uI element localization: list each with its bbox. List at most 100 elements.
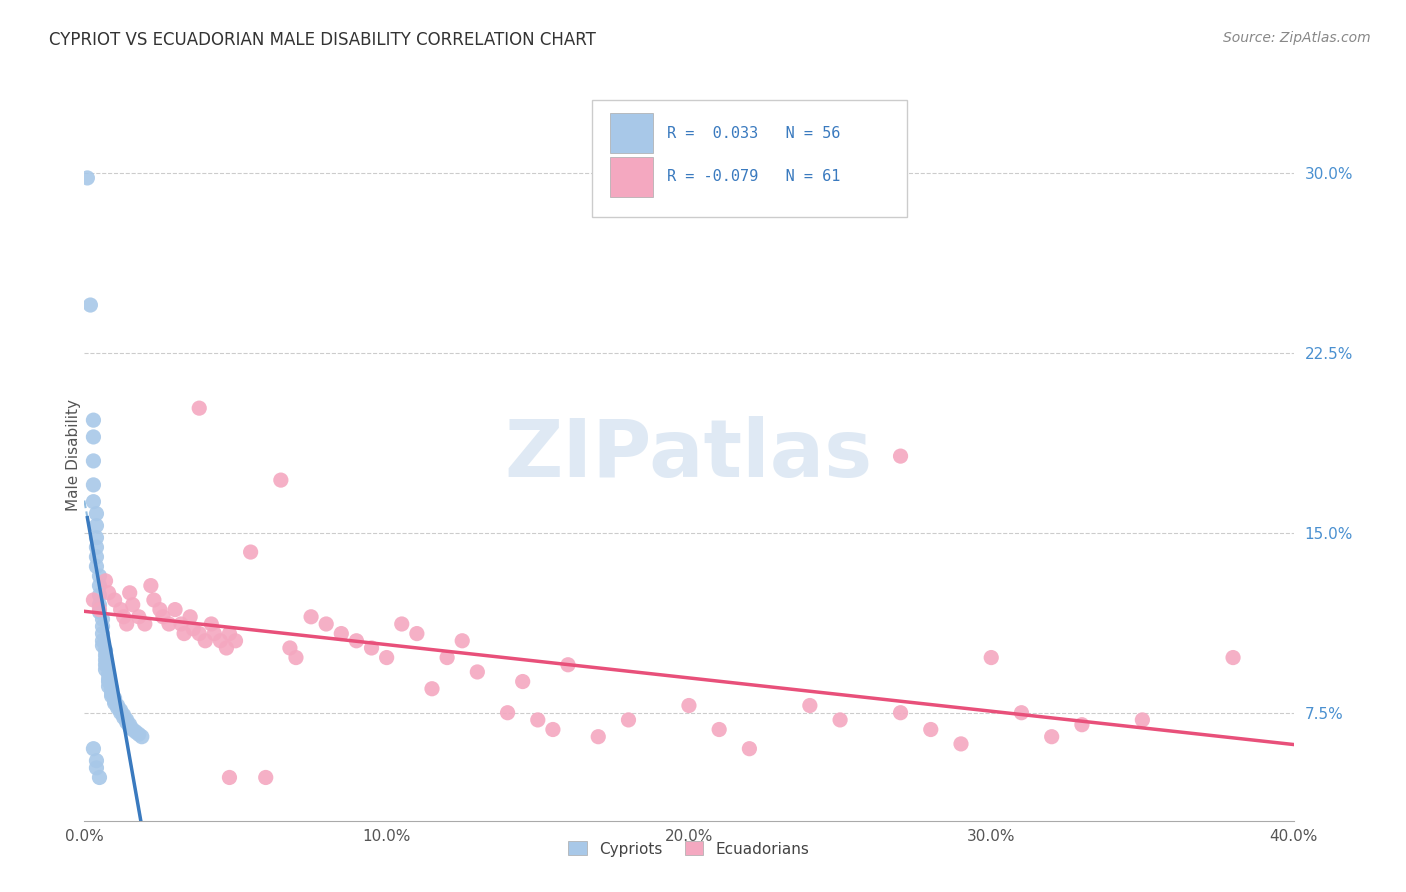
Point — [278, 640, 301, 655]
Point — [104, 696, 127, 710]
Point — [89, 771, 111, 785]
Point — [890, 706, 912, 720]
Point — [209, 633, 232, 648]
Point — [110, 602, 132, 616]
Point — [202, 626, 225, 640]
Point — [118, 586, 141, 600]
Legend: Cypriots, Ecuadorians: Cypriots, Ecuadorians — [561, 834, 817, 864]
Point — [200, 617, 222, 632]
Point — [215, 640, 238, 655]
Point — [890, 449, 912, 463]
Point — [1011, 706, 1033, 720]
Point — [617, 713, 640, 727]
Point — [139, 579, 162, 593]
Point — [94, 653, 117, 667]
Point — [406, 626, 429, 640]
Point — [115, 715, 138, 730]
Point — [89, 598, 111, 612]
Point — [118, 720, 141, 734]
Point — [97, 586, 120, 600]
Point — [270, 473, 292, 487]
Point — [360, 640, 382, 655]
Point — [142, 593, 165, 607]
Point — [134, 617, 156, 632]
Point — [97, 667, 120, 681]
Point — [118, 717, 141, 731]
Point — [79, 298, 101, 312]
Point — [121, 598, 143, 612]
Point — [451, 633, 474, 648]
Point — [830, 713, 852, 727]
Point — [218, 626, 240, 640]
Point — [97, 674, 120, 689]
Point — [299, 609, 322, 624]
Point — [496, 706, 519, 720]
Point — [980, 650, 1002, 665]
Point — [950, 737, 973, 751]
Point — [89, 579, 111, 593]
Point — [110, 706, 132, 720]
Point — [115, 617, 138, 632]
Point — [100, 687, 122, 701]
Point — [94, 663, 117, 677]
Text: CYPRIOT VS ECUADORIAN MALE DISABILITY CORRELATION CHART: CYPRIOT VS ECUADORIAN MALE DISABILITY CO… — [49, 31, 596, 49]
Point — [170, 617, 193, 632]
Point — [557, 657, 579, 672]
Point — [76, 170, 98, 185]
Point — [1071, 717, 1094, 731]
Y-axis label: Male Disability: Male Disability — [66, 399, 80, 511]
Point — [128, 609, 150, 624]
Point — [225, 633, 247, 648]
Point — [678, 698, 700, 713]
Point — [1222, 650, 1244, 665]
Point — [82, 454, 104, 468]
Point — [100, 689, 122, 703]
Point — [152, 609, 174, 624]
Point — [1130, 713, 1153, 727]
Point — [512, 674, 534, 689]
Point — [188, 626, 211, 640]
Point — [91, 619, 114, 633]
Point — [173, 626, 195, 640]
Point — [91, 626, 114, 640]
Point — [436, 650, 458, 665]
Point — [165, 602, 187, 616]
Point — [86, 507, 108, 521]
Point — [107, 701, 129, 715]
Point — [125, 725, 148, 739]
Point — [91, 639, 114, 653]
Point — [738, 741, 761, 756]
Point — [86, 518, 108, 533]
Point — [239, 545, 262, 559]
Point — [89, 588, 111, 602]
Point — [91, 612, 114, 626]
Point — [181, 622, 204, 636]
Point — [82, 478, 104, 492]
Point — [194, 633, 217, 648]
Point — [94, 648, 117, 662]
Point — [97, 672, 120, 686]
Point — [94, 574, 117, 588]
Point — [104, 691, 127, 706]
Point — [131, 730, 153, 744]
Point — [86, 754, 108, 768]
Point — [82, 430, 104, 444]
Point — [254, 771, 277, 785]
Point — [86, 541, 108, 555]
Bar — [610, 113, 652, 153]
Point — [315, 617, 337, 632]
Point — [799, 698, 821, 713]
Point — [179, 609, 201, 624]
Point — [86, 549, 108, 564]
Point — [107, 698, 129, 713]
Point — [82, 413, 104, 427]
Point — [112, 708, 135, 723]
Point — [82, 741, 104, 756]
Bar — [610, 157, 652, 197]
Point — [82, 494, 104, 508]
Point — [420, 681, 443, 696]
Point — [91, 633, 114, 648]
Point — [527, 713, 550, 727]
Point — [588, 730, 610, 744]
Point — [121, 723, 143, 737]
